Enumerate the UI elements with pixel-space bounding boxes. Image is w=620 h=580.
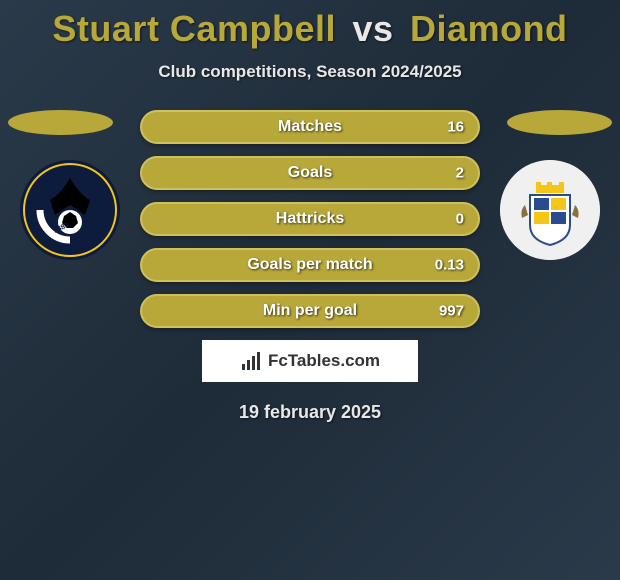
left-base-ellipse — [8, 110, 113, 135]
stat-bar-goals: Goals 2 — [140, 156, 480, 190]
comparison-title: Stuart Campbell vs Diamond — [0, 0, 620, 50]
team-crest-right — [500, 160, 600, 260]
stat-bar-min-per-goal: Min per goal 997 — [140, 294, 480, 328]
stats-bars: Matches 16 Goals 2 Hattricks 0 Goals per… — [140, 110, 480, 328]
stat-label: Goals per match — [247, 256, 372, 274]
brand-box: FcTables.com — [202, 340, 418, 382]
stat-label: Hattricks — [276, 210, 344, 228]
right-base-ellipse — [507, 110, 612, 135]
stat-bar-matches: Matches 16 — [140, 110, 480, 144]
stat-label: Min per goal — [263, 302, 357, 320]
vs-text: vs — [352, 8, 393, 49]
chart-icon — [240, 350, 262, 372]
stat-right-value: 16 — [447, 119, 464, 136]
stat-label: Goals — [288, 164, 332, 182]
stat-right-value: 0 — [456, 211, 464, 228]
stat-right-value: 2 — [456, 165, 464, 182]
player2-name: Diamond — [410, 8, 568, 49]
stat-right-value: 997 — [439, 303, 464, 320]
stat-right-value: 0.13 — [435, 257, 464, 274]
team-crest-left: 1883 — [20, 160, 120, 260]
stat-label: Matches — [278, 118, 342, 136]
stat-bar-goals-per-match: Goals per match 0.13 — [140, 248, 480, 282]
stat-bar-hattricks: Hattricks 0 — [140, 202, 480, 236]
date-text: 19 february 2025 — [0, 402, 620, 423]
subtitle: Club competitions, Season 2024/2025 — [0, 62, 620, 82]
player1-name: Stuart Campbell — [52, 8, 336, 49]
bristol-rovers-crest-icon: 1883 — [20, 160, 120, 260]
stockport-crest-icon — [500, 160, 600, 260]
brand-text: FcTables.com — [268, 351, 380, 371]
content-area: 1883 Matches 16 Goals 2 — [0, 110, 620, 423]
